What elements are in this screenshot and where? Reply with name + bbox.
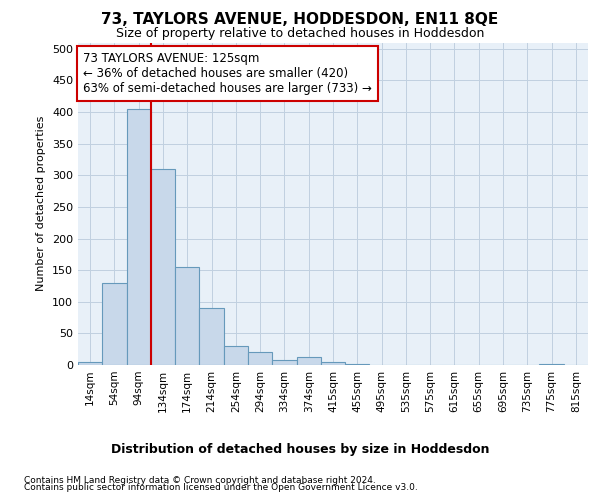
Bar	[102, 283, 127, 365]
Bar	[272, 360, 296, 365]
Text: 73, TAYLORS AVENUE, HODDESDON, EN11 8QE: 73, TAYLORS AVENUE, HODDESDON, EN11 8QE	[101, 12, 499, 28]
Bar	[224, 346, 248, 365]
Bar	[296, 357, 321, 365]
Bar	[78, 362, 102, 365]
Bar	[151, 169, 175, 365]
Text: Size of property relative to detached houses in Hoddesdon: Size of property relative to detached ho…	[116, 28, 484, 40]
Bar	[175, 267, 199, 365]
Bar	[248, 352, 272, 365]
Y-axis label: Number of detached properties: Number of detached properties	[37, 116, 46, 292]
Bar	[539, 364, 564, 365]
Text: Contains HM Land Registry data © Crown copyright and database right 2024.: Contains HM Land Registry data © Crown c…	[24, 476, 376, 485]
Text: Distribution of detached houses by size in Hoddesdon: Distribution of detached houses by size …	[111, 442, 489, 456]
Bar	[199, 308, 224, 365]
Bar	[127, 109, 151, 365]
Bar	[321, 362, 345, 365]
Bar	[345, 364, 370, 365]
Text: Contains public sector information licensed under the Open Government Licence v3: Contains public sector information licen…	[24, 484, 418, 492]
Text: 73 TAYLORS AVENUE: 125sqm
← 36% of detached houses are smaller (420)
63% of semi: 73 TAYLORS AVENUE: 125sqm ← 36% of detac…	[83, 52, 372, 95]
